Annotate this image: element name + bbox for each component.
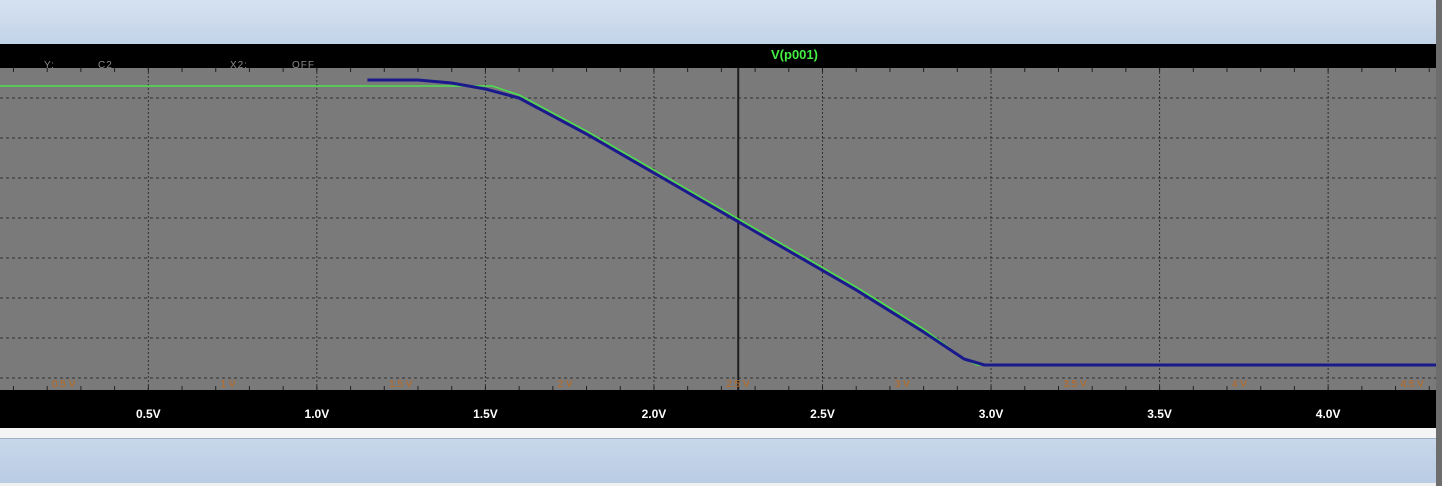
x-axis-strip	[0, 396, 1436, 428]
x-tick-label: 3.0V	[978, 407, 1004, 421]
inner-tick-label: 3 V	[895, 379, 910, 390]
x-tick-label: 0.5V	[135, 407, 161, 421]
x2-channel-select[interactable]: OFF	[292, 60, 315, 71]
window-edge	[1436, 0, 1442, 486]
separator	[0, 428, 1436, 438]
inner-tick-label: 3.5 V	[1063, 379, 1087, 390]
inner-tick-label: 1.5 V	[389, 379, 413, 390]
x-tick-label: 2.5V	[810, 407, 835, 421]
inner-tick-label: 0.5 V	[52, 379, 76, 390]
plot-background	[0, 68, 1436, 390]
x-tick-label: 2.0V	[641, 407, 667, 421]
series-measured	[367, 78, 1436, 367]
x2-channel-label: X2:	[230, 60, 249, 71]
y-channel-label: Y:	[44, 60, 55, 71]
scope-plot[interactable]: 0.5 V 1 V 1.5 V 2 V 2.5 V 3 V 3.5 V 4 V 4.5 V	[0, 64, 1436, 396]
series-reference	[0, 85, 1436, 366]
y-channel-select[interactable]: C2	[98, 60, 113, 71]
x-tick-label: 1.0V	[304, 407, 330, 421]
inner-tick-label: 2.5 V	[726, 379, 750, 390]
inner-tick-label: 4.5 V	[1400, 379, 1424, 390]
inner-tick-label: 1 V	[221, 379, 236, 390]
trace-title: V(p001)	[771, 47, 818, 62]
bottom-toolbar	[0, 438, 1436, 483]
x-tick-label: 3.5V	[1147, 407, 1172, 421]
x-tick-label: 1.5V	[473, 407, 498, 421]
x-tick-label: 4.0V	[1315, 407, 1341, 421]
inner-tick-label: 2 V	[558, 379, 573, 390]
inner-tick-label: 4 V	[1232, 379, 1247, 390]
top-toolbar	[0, 0, 1436, 45]
